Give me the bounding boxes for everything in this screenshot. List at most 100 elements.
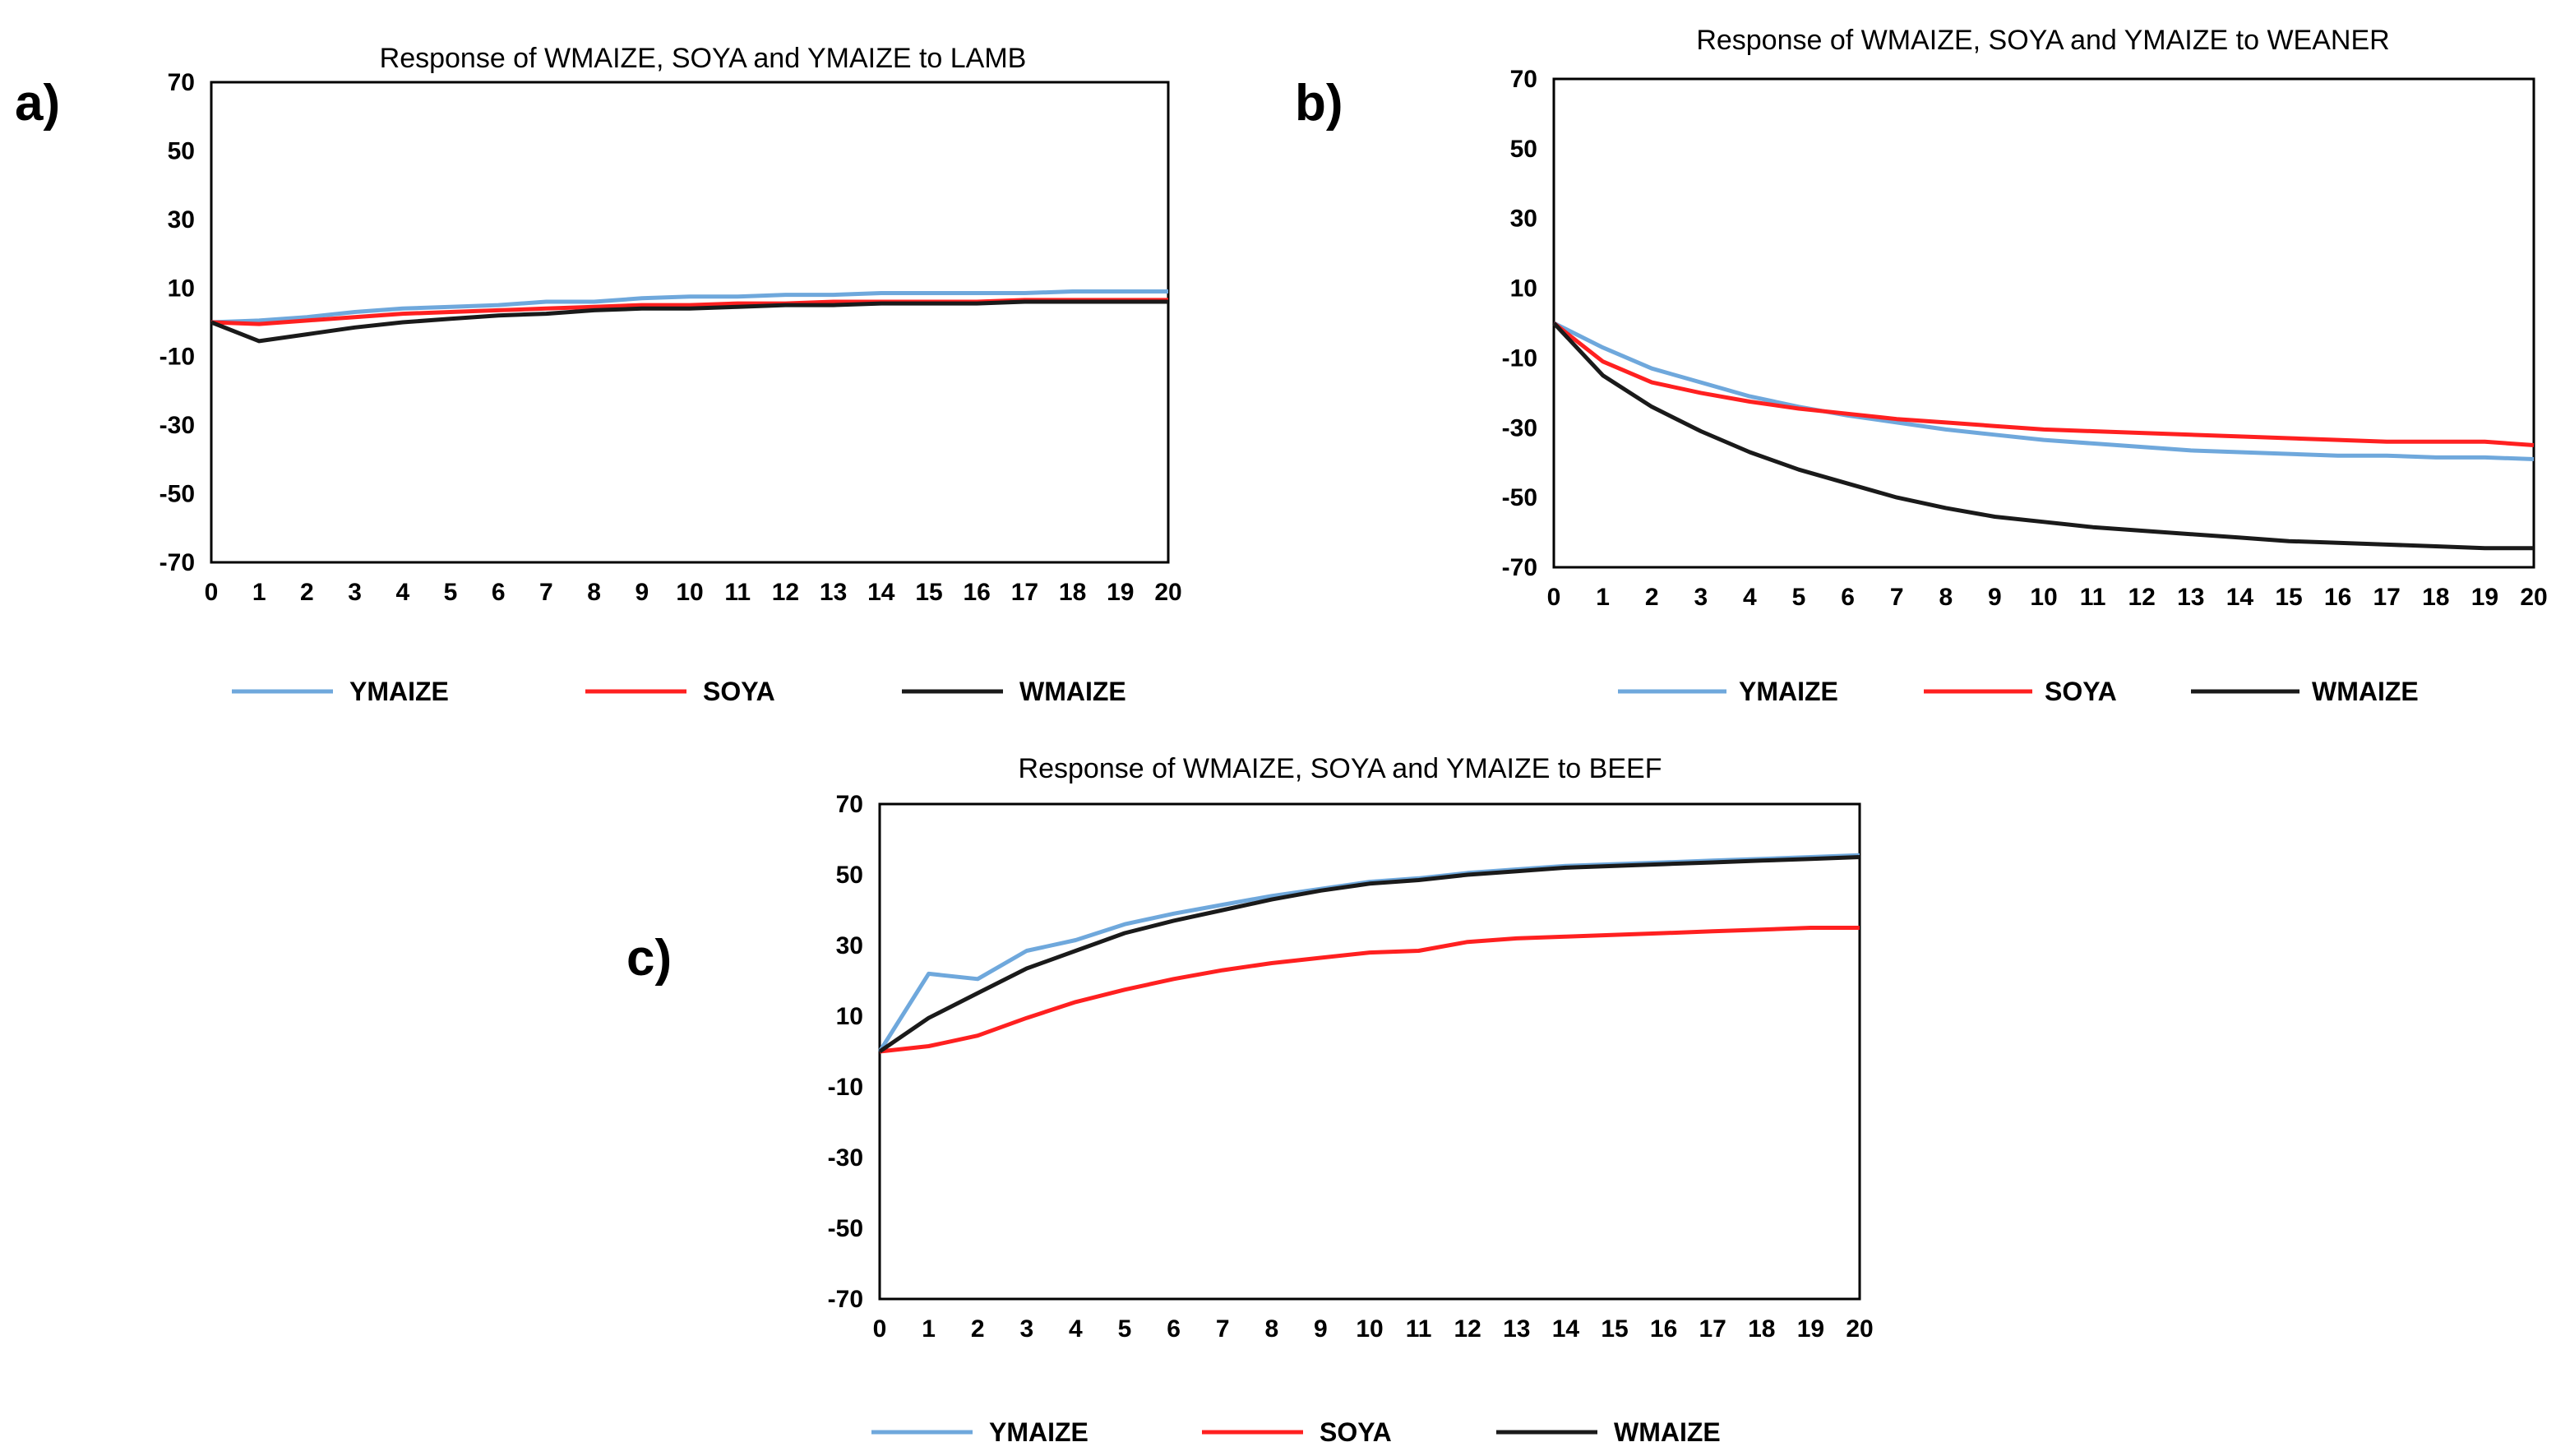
- x-tick-label: 17: [1699, 1315, 1726, 1343]
- legend-label-soya-c: SOYA: [1320, 1417, 1392, 1447]
- x-axis-c: 0 1 2 3 4 5 6 7 8 9 10 11 12 13 14 15 16 17 18 19 20: [873, 1315, 1874, 1343]
- x-tick-label: 5: [1792, 584, 1806, 611]
- x-tick-label: 14: [2226, 584, 2254, 611]
- legend-label-soya-b: SOYA: [2045, 677, 2117, 706]
- x-tick-label: 5: [1118, 1315, 1132, 1343]
- chart-title-b: Response of WMAIZE, SOYA and YMAIZE to W…: [1696, 25, 2389, 56]
- y-tick-label: -10: [828, 1074, 863, 1101]
- x-tick-label: 20: [1846, 1315, 1873, 1343]
- series-lines-c: [877, 853, 1860, 1054]
- legend-label-ymaize-c: YMAIZE: [989, 1417, 1088, 1447]
- x-tick-label: 7: [539, 579, 553, 606]
- panel-label-b: b): [1295, 75, 1343, 132]
- y-tick-label: 70: [836, 791, 863, 818]
- y-axis-c: 70 50 30 10 -10 -30 -50 -70: [828, 791, 863, 1313]
- y-tick-label: 70: [168, 69, 195, 96]
- chart-panel-a: a) Response of WMAIZE, SOYA and YMAIZE t…: [15, 43, 1182, 706]
- legend-b: YMAIZE SOYA WMAIZE: [1618, 677, 2419, 706]
- y-tick-label: -50: [828, 1215, 863, 1242]
- y-tick-label: -70: [159, 549, 195, 576]
- x-tick-label: 8: [1939, 584, 1953, 611]
- y-tick-label: -10: [1502, 344, 1537, 372]
- x-tick-label: 13: [2177, 584, 2204, 611]
- y-tick-label: 30: [168, 206, 195, 233]
- x-tick-label: 10: [2030, 584, 2057, 611]
- y-tick-label: -30: [1502, 414, 1537, 441]
- x-tick-label: 19: [2471, 584, 2498, 611]
- y-axis-b: 70 50 30 10 -10 -30 -50 -70: [1502, 66, 1537, 581]
- x-tick-label: 15: [1601, 1315, 1628, 1343]
- x-tick-label: 16: [2324, 584, 2351, 611]
- x-tick-label: 17: [1011, 579, 1038, 606]
- chart-title-a: Response of WMAIZE, SOYA and YMAIZE to L…: [380, 43, 1027, 74]
- x-tick-label: 18: [1059, 579, 1086, 606]
- x-tick-label: 13: [1503, 1315, 1530, 1343]
- x-tick-label: 3: [348, 579, 362, 606]
- x-tick-label: 0: [873, 1315, 887, 1343]
- plot-area-b: [1552, 77, 2535, 569]
- y-tick-label: 70: [1510, 66, 1537, 93]
- y-tick-label: 50: [168, 137, 195, 164]
- y-tick-label: 10: [1510, 275, 1537, 303]
- x-tick-label: 3: [1019, 1315, 1033, 1343]
- x-tick-label: 12: [1454, 1315, 1481, 1343]
- x-tick-label: 3: [1694, 584, 1708, 611]
- legend-label-soya-a: SOYA: [703, 677, 775, 706]
- y-axis-a: 70 50 30 10 -10 -30 -50 -70: [159, 69, 195, 576]
- x-tick-label: 7: [1216, 1315, 1230, 1343]
- x-tick-label: 15: [2275, 584, 2302, 611]
- x-tick-label: 11: [724, 579, 751, 606]
- series-line-wmaize-a: [210, 299, 1168, 344]
- series-line-ymaize-a: [210, 289, 1168, 325]
- x-tick-label: 4: [1069, 1315, 1083, 1343]
- x-tick-label: 18: [1748, 1315, 1775, 1343]
- legend-label-wmaize-a: WMAIZE: [1019, 677, 1126, 706]
- x-tick-label: 17: [2373, 584, 2401, 611]
- x-tick-label: 0: [205, 579, 219, 606]
- x-tick-label: 8: [587, 579, 601, 606]
- x-tick-label: 11: [2080, 584, 2106, 611]
- x-tick-label: 6: [492, 579, 506, 606]
- x-tick-label: 9: [635, 579, 649, 606]
- series-lines-b: [1552, 321, 2535, 551]
- x-tick-label: 19: [1107, 579, 1134, 606]
- x-tick-label: 15: [915, 579, 942, 606]
- y-tick-label: -50: [159, 481, 195, 508]
- legend-label-wmaize-c: WMAIZE: [1614, 1417, 1721, 1447]
- x-tick-label: 9: [1314, 1315, 1328, 1343]
- x-tick-label: 14: [1552, 1315, 1580, 1343]
- chart-panel-c: c) Response of WMAIZE, SOYA and YMAIZE t…: [626, 753, 1874, 1447]
- x-tick-label: 4: [395, 579, 409, 606]
- legend-a: YMAIZE SOYA WMAIZE: [232, 677, 1126, 706]
- panel-label-c: c): [626, 930, 672, 987]
- x-tick-label: 16: [1650, 1315, 1677, 1343]
- x-tick-label: 1: [252, 579, 266, 606]
- x-tick-label: 19: [1797, 1315, 1824, 1343]
- x-tick-label: 10: [676, 579, 703, 606]
- chart-title-c: Response of WMAIZE, SOYA and YMAIZE to B…: [1019, 753, 1662, 784]
- x-axis-a: 0 1 2 3 4 5 6 7 8 9 10 11 12 13 14 15 16 17 18 19 20: [205, 579, 1182, 606]
- y-tick-label: -70: [1502, 554, 1537, 581]
- x-tick-label: 14: [867, 579, 895, 606]
- y-tick-label: 50: [1510, 136, 1537, 163]
- x-tick-label: 20: [1154, 579, 1181, 606]
- y-tick-label: -30: [159, 412, 195, 439]
- y-tick-label: 10: [836, 1003, 863, 1030]
- x-tick-label: 6: [1167, 1315, 1181, 1343]
- x-tick-label: 6: [1841, 584, 1855, 611]
- y-tick-label: 50: [836, 862, 863, 889]
- x-tick-label: 16: [964, 579, 991, 606]
- x-tick-label: 2: [1645, 584, 1659, 611]
- series-lines-a: [210, 289, 1168, 344]
- legend-label-wmaize-b: WMAIZE: [2312, 677, 2419, 706]
- legend-label-ymaize-a: YMAIZE: [349, 677, 449, 706]
- x-tick-label: 12: [772, 579, 799, 606]
- x-tick-label: 20: [2520, 584, 2547, 611]
- x-tick-label: 4: [1743, 584, 1757, 611]
- x-tick-label: 9: [1988, 584, 2002, 611]
- x-tick-label: 5: [444, 579, 458, 606]
- x-tick-label: 8: [1264, 1315, 1278, 1343]
- series-line-wmaize-c: [878, 855, 1860, 1054]
- y-tick-label: 30: [836, 932, 863, 959]
